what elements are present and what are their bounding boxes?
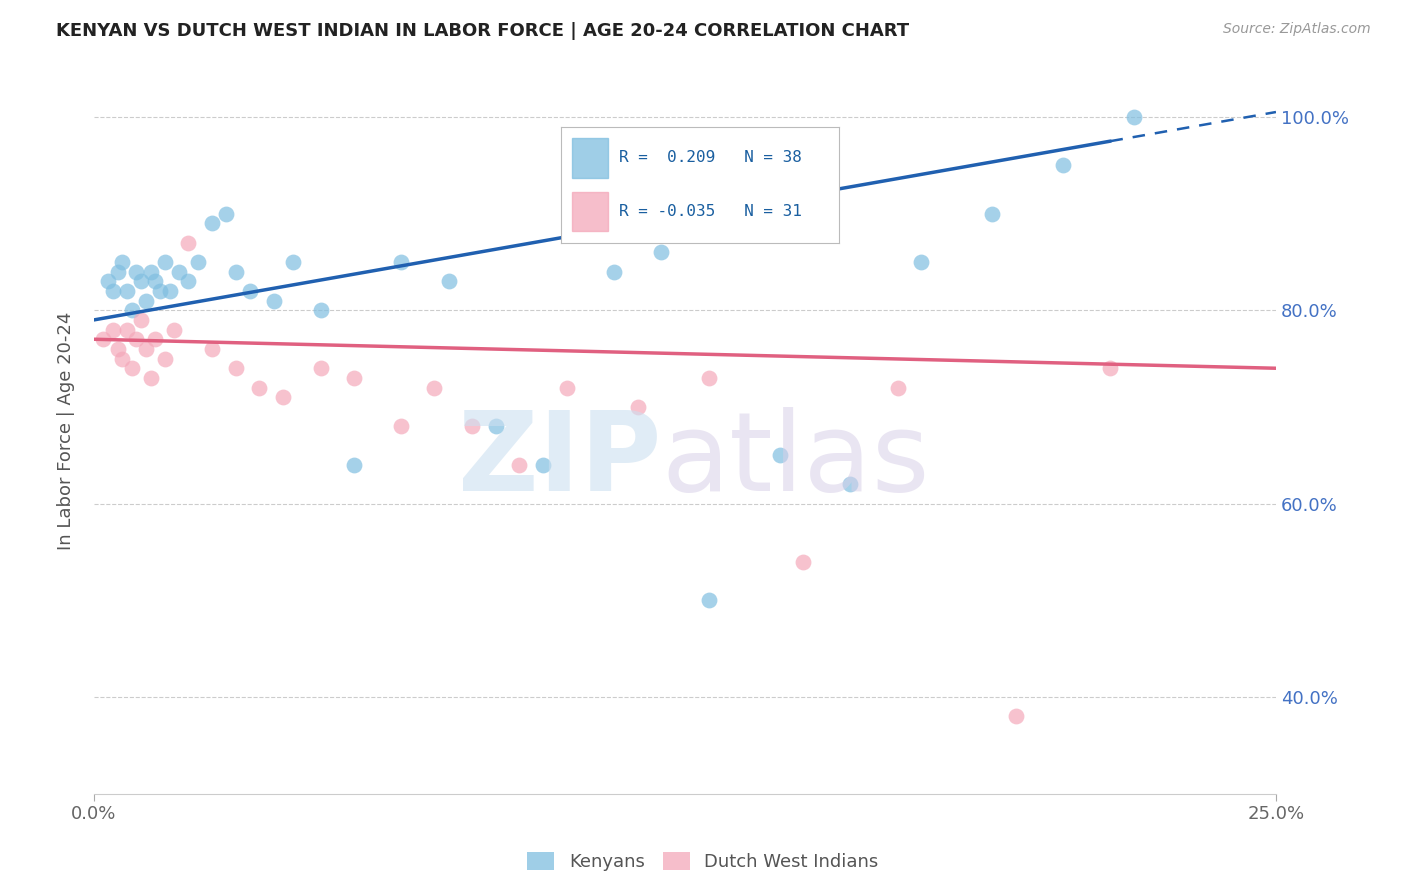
Point (437, 274, 460, 288)
Point (125, 332, 148, 346)
Point (461, 419, 484, 434)
Point (145, 332, 167, 346)
Point (167, 264, 190, 278)
Point (309, 303, 332, 318)
Text: Source: ZipAtlas.com: Source: ZipAtlas.com (1223, 22, 1371, 37)
Point (153, 255, 176, 269)
Point (177, 274, 200, 288)
Point (225, 361, 247, 376)
Point (153, 351, 176, 366)
Point (485, 419, 508, 434)
Point (886, 381, 908, 395)
Point (768, 448, 790, 462)
Point (215, 206, 238, 220)
Legend: Kenyans, Dutch West Indians: Kenyans, Dutch West Indians (520, 845, 886, 879)
Point (111, 351, 134, 366)
Point (135, 342, 157, 356)
Point (97, 274, 120, 288)
Point (981, 206, 1004, 220)
Point (249, 381, 271, 395)
Point (423, 381, 446, 395)
Point (239, 284, 262, 298)
Point (129, 274, 152, 288)
Point (129, 313, 152, 327)
Point (627, 400, 650, 414)
Point (1099, 361, 1122, 376)
Point (343, 371, 366, 385)
Point (125, 264, 148, 278)
Point (101, 284, 124, 298)
Point (263, 293, 285, 308)
Point (309, 361, 332, 376)
Point (910, 255, 932, 269)
Point (135, 293, 157, 308)
Point (225, 264, 247, 278)
Y-axis label: In Labor Force | Age 20-24: In Labor Force | Age 20-24 (58, 312, 75, 550)
Point (697, 593, 720, 607)
Point (531, 458, 554, 472)
Point (201, 342, 224, 356)
Point (107, 342, 129, 356)
Point (389, 419, 412, 434)
Point (121, 361, 143, 376)
Point (1052, 158, 1074, 172)
Point (159, 284, 181, 298)
Point (187, 255, 209, 269)
Text: ZIP: ZIP (458, 407, 661, 514)
Point (555, 381, 578, 395)
Point (201, 216, 224, 230)
Point (101, 322, 124, 336)
Point (139, 371, 162, 385)
Point (508, 458, 530, 472)
Point (343, 458, 366, 472)
Point (792, 555, 814, 569)
Point (121, 303, 143, 318)
Point (93, 332, 115, 346)
Point (115, 284, 138, 298)
Point (177, 235, 200, 250)
Point (149, 284, 172, 298)
Point (839, 477, 862, 491)
Point (281, 255, 304, 269)
Point (1005, 709, 1028, 723)
Point (111, 255, 134, 269)
Point (107, 264, 129, 278)
Text: KENYAN VS DUTCH WEST INDIAN IN LABOR FORCE | AGE 20-24 CORRELATION CHART: KENYAN VS DUTCH WEST INDIAN IN LABOR FOR… (56, 22, 910, 40)
Point (697, 371, 720, 385)
Point (163, 322, 186, 336)
Point (271, 390, 294, 404)
Point (603, 264, 626, 278)
Point (389, 255, 412, 269)
Point (1123, 110, 1146, 124)
Point (115, 322, 138, 336)
Point (650, 245, 672, 260)
Point (139, 264, 162, 278)
Text: atlas: atlas (661, 407, 929, 514)
Point (145, 274, 167, 288)
